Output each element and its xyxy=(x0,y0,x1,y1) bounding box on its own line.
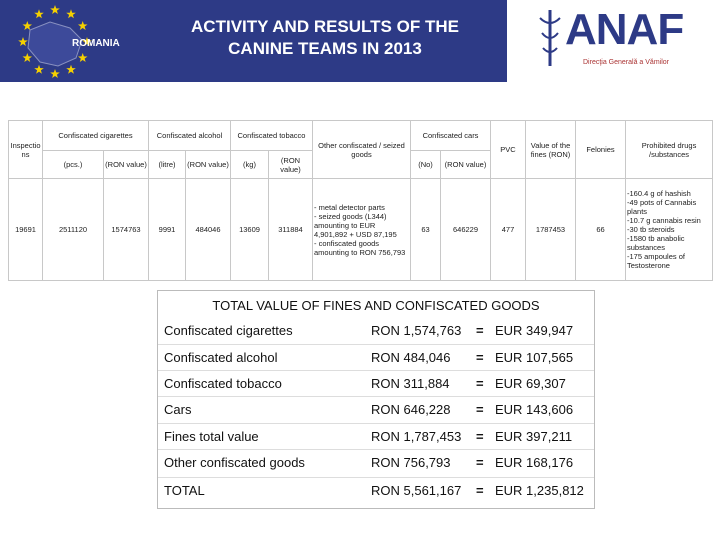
subheader-cell: (RON value) xyxy=(439,150,492,179)
data-cell: 646229 xyxy=(439,178,492,281)
caduceus xyxy=(539,10,561,66)
data-cell: 477 xyxy=(490,178,527,281)
data-cell: 13609 xyxy=(230,178,269,281)
row-separator xyxy=(158,423,594,424)
summary-eur: EUR 349,947 xyxy=(495,323,574,338)
summary-equals: = xyxy=(476,402,484,417)
summary-ron: RON 484,046 xyxy=(371,350,451,365)
subheader-cell: (litre) xyxy=(148,150,186,179)
header-cell: PVC xyxy=(490,120,527,179)
logo-subtitle: Direcţia Generală a Vămilor xyxy=(583,59,669,66)
summary-box: TOTAL VALUE OF FINES AND CONFISCATED GOO… xyxy=(157,290,595,509)
data-cell: 1787453 xyxy=(525,178,577,281)
star xyxy=(78,53,88,62)
star xyxy=(34,9,44,19)
summary-label: Fines total value xyxy=(164,429,259,444)
header-cell: Confiscated cigarettes xyxy=(42,120,149,151)
header-cell: Confiscated tobacco xyxy=(230,120,313,151)
summary-label: Confiscated alcohol xyxy=(164,350,278,365)
summary-equals: = xyxy=(476,483,484,498)
summary-ron: RON 311,884 xyxy=(371,376,450,391)
summary-ron: RON 5,561,167 xyxy=(371,483,462,498)
header-cell: Other confiscated / seized goods xyxy=(312,120,411,179)
row-separator xyxy=(158,344,594,345)
summary-ron: RON 646,228 xyxy=(371,402,451,417)
summary-title: TOTAL VALUE OF FINES AND CONFISCATED GOO… xyxy=(212,298,540,313)
data-cell: 2511120 xyxy=(42,178,104,281)
data-cell: 311884 xyxy=(268,178,313,281)
summary-eur: EUR 69,307 xyxy=(495,376,566,391)
summary-label: Cars xyxy=(164,402,192,417)
header-cell: Confiscated cars xyxy=(409,120,492,151)
subheader-cell: (kg) xyxy=(230,150,269,179)
row-separator xyxy=(158,449,594,450)
data-cell: -160.4 g of hashish -49 pots of Cannabis… xyxy=(625,178,714,281)
summary-eur: EUR 397,211 xyxy=(495,429,573,444)
star xyxy=(66,9,76,19)
region: ROMANIA xyxy=(72,38,120,49)
subheader-cell: (RON value) xyxy=(185,150,231,179)
title: ACTIVITY AND RESULTS OF THE CANINE TEAMS… xyxy=(191,17,459,58)
summary-equals: = xyxy=(476,429,484,444)
summary-equals: = xyxy=(476,350,484,365)
summary-ron: RON 1,574,763 xyxy=(371,323,462,338)
row-separator xyxy=(158,477,594,478)
star xyxy=(66,64,76,74)
summary-label: Confiscated tobacco xyxy=(164,376,282,391)
star xyxy=(82,37,92,46)
subheader-cell: (pcs.) xyxy=(42,150,104,179)
summary-eur: EUR 143,606 xyxy=(495,402,574,417)
summary-equals: = xyxy=(476,376,484,391)
logo: ANAF xyxy=(565,5,684,54)
summary-ron: RON 1,787,453 xyxy=(371,429,462,444)
summary-eur: EUR 1,235,812 xyxy=(495,483,584,498)
subheader-cell: (No) xyxy=(410,150,441,179)
summary-equals: = xyxy=(476,455,484,470)
data-cell: 63 xyxy=(410,178,441,281)
star xyxy=(22,21,32,30)
summary-eur: EUR 168,176 xyxy=(495,455,574,470)
summary-label: TOTAL xyxy=(164,483,205,498)
banner: ROMANIA ACTIVITY AND RESULTS OF THE CANI… xyxy=(0,0,507,82)
data-cell: 9991 xyxy=(148,178,186,281)
data-cell: - metal detector parts - seized goods (L… xyxy=(312,178,411,281)
summary-eur: EUR 107,565 xyxy=(495,350,574,365)
eu-logo xyxy=(18,5,92,78)
summary-label: Other confiscated goods xyxy=(164,455,305,470)
row-separator xyxy=(158,396,594,397)
data-cell: 1574763 xyxy=(103,178,149,281)
summary-equals: = xyxy=(476,323,484,338)
star xyxy=(18,37,28,46)
header-cell: Inspections xyxy=(8,120,43,179)
header-cell: Felonies xyxy=(575,120,627,179)
star xyxy=(34,64,44,74)
header-cell: Prohibited drugs /substances xyxy=(625,120,714,179)
summary-ron: RON 756,793 xyxy=(371,455,451,470)
subheader-cell: (RON value) xyxy=(103,150,149,179)
header-cell: Value of the fines (RON) xyxy=(525,120,577,179)
star xyxy=(22,53,32,62)
star xyxy=(50,69,60,78)
star xyxy=(78,21,88,30)
data-cell: 19691 xyxy=(8,178,43,281)
row-separator xyxy=(158,370,594,371)
table: Inspections Confiscated cigarettes Confi… xyxy=(8,120,714,281)
star xyxy=(50,5,60,14)
data-cell: 484046 xyxy=(185,178,231,281)
header-cell: Confiscated alcohol xyxy=(148,120,231,151)
data-cell: 66 xyxy=(575,178,627,281)
subheader-cell: (RON value) xyxy=(268,150,313,179)
summary-label: Confiscated cigarettes xyxy=(164,323,293,338)
